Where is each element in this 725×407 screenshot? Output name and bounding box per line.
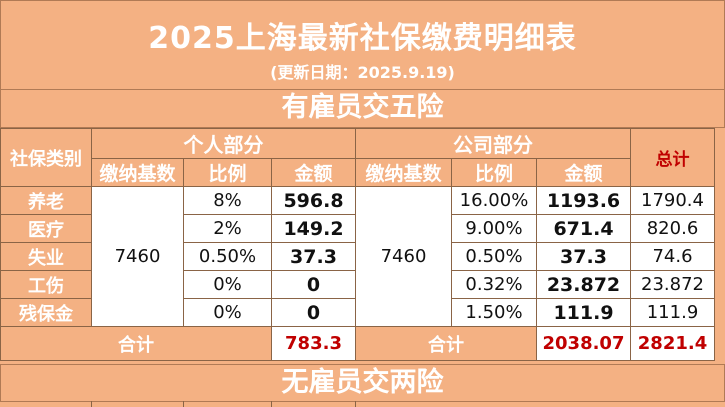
row-category: 养老 (0, 186, 92, 215)
title-block: 2025上海最新社保缴费明细表 (更新日期：2025.9.19) (0, 0, 725, 90)
personal-ratio: 2% (183, 214, 272, 243)
personal-total-label: 合计 (0, 326, 272, 361)
company-base-value: 7460 (355, 186, 452, 327)
row-total: 1790.4 (630, 186, 715, 215)
table-row: 医疗 2% 149.2 9.00% 671.4 820.6 (0, 214, 715, 243)
company-amount: 37.3 (536, 242, 631, 271)
next-row-strip (0, 401, 725, 407)
totals-row: 合计 783.3 合计 2038.07 2821.4 (0, 326, 715, 361)
personal-amount: 596.8 (271, 186, 356, 215)
header-personal-amount: 金额 (271, 158, 356, 187)
company-total-label: 合计 (355, 326, 537, 361)
header-category: 社保类别 (0, 128, 92, 187)
header-company: 公司部分 (355, 128, 631, 159)
company-ratio: 16.00% (451, 186, 537, 215)
company-amount: 671.4 (536, 214, 631, 243)
row-category: 残保金 (0, 298, 92, 327)
personal-amount: 0 (271, 298, 356, 327)
header-personal-ratio: 比例 (183, 158, 272, 187)
header-personal: 个人部分 (91, 128, 356, 159)
page-title: 2025上海最新社保缴费明细表 (148, 21, 577, 56)
personal-ratio: 0.50% (183, 242, 272, 271)
header-total: 总计 (630, 128, 715, 187)
section-five-insurances: 有雇员交五险 (0, 89, 725, 128)
company-ratio: 0.32% (451, 270, 537, 299)
personal-amount: 0 (271, 270, 356, 299)
company-ratio: 1.50% (451, 298, 537, 327)
company-amount: 111.9 (536, 298, 631, 327)
company-ratio: 0.50% (451, 242, 537, 271)
header-company-amount: 金额 (536, 158, 631, 187)
table-row: 失业 0.50% 37.3 0.50% 37.3 74.6 (0, 242, 715, 271)
row-category: 工伤 (0, 270, 92, 299)
personal-ratio: 0% (183, 270, 272, 299)
table-row: 残保金 0% 0 1.50% 111.9 111.9 (0, 298, 715, 327)
personal-amount: 37.3 (271, 242, 356, 271)
personal-base-value: 7460 (91, 186, 184, 327)
row-total: 74.6 (630, 242, 715, 271)
grand-total-value: 2821.4 (630, 326, 715, 361)
update-date: (更新日期：2025.9.19) (270, 63, 455, 82)
header-company-ratio: 比例 (451, 158, 537, 187)
company-ratio: 9.00% (451, 214, 537, 243)
company-amount: 1193.6 (536, 186, 631, 215)
personal-ratio: 8% (183, 186, 272, 215)
company-total-value: 2038.07 (536, 326, 631, 361)
header-personal-base: 缴纳基数 (91, 158, 184, 187)
row-category: 医疗 (0, 214, 92, 243)
company-amount: 23.872 (536, 270, 631, 299)
row-total: 111.9 (630, 298, 715, 327)
personal-amount: 149.2 (271, 214, 356, 243)
header-company-base: 缴纳基数 (355, 158, 452, 187)
table-row: 养老 7460 8% 596.8 7460 16.00% 1193.6 1790… (0, 186, 715, 327)
row-total: 23.872 (630, 270, 715, 299)
insurance-table: 社保类别 个人部分 公司部分 总计 缴纳基数 比例 金额 缴纳基数 比例 金额 … (0, 128, 715, 361)
personal-total-value: 783.3 (271, 326, 356, 361)
section-two-insurances: 无雇员交两险 (0, 364, 725, 402)
row-category: 失业 (0, 242, 92, 271)
personal-ratio: 0% (183, 298, 272, 327)
row-total: 820.6 (630, 214, 715, 243)
table-row: 工伤 0% 0 0.32% 23.872 23.872 (0, 270, 715, 299)
